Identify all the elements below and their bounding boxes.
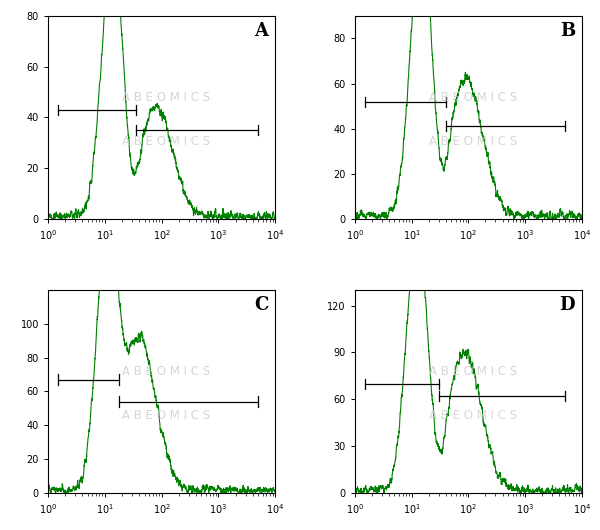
Text: C: C	[254, 296, 268, 314]
Text: A B E O M I C S: A B E O M I C S	[122, 409, 210, 422]
Text: A B E O M I C S: A B E O M I C S	[122, 91, 210, 103]
Text: B: B	[560, 22, 575, 40]
Text: A B E O M I C S: A B E O M I C S	[429, 409, 517, 422]
Text: A B E O M I C S: A B E O M I C S	[122, 365, 210, 377]
Text: A B E O M I C S: A B E O M I C S	[429, 365, 517, 377]
Text: D: D	[560, 296, 575, 314]
Text: A B E O M I C S: A B E O M I C S	[429, 135, 517, 148]
Text: A: A	[254, 22, 268, 40]
Text: A B E O M I C S: A B E O M I C S	[429, 91, 517, 103]
Text: A B E O M I C S: A B E O M I C S	[122, 135, 210, 148]
